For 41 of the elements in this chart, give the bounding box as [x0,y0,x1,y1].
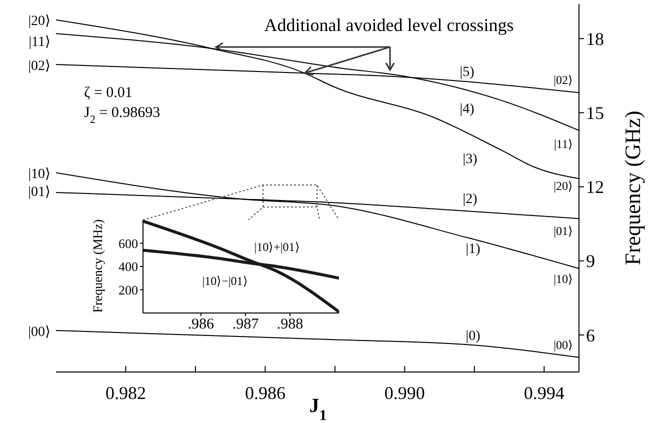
text: |20⟩ [28,14,50,29]
y-axis-title: Frequency (MHz) [90,219,105,313]
annotation: |2) [462,192,478,207]
annotation: |10⟩−|01⟩ [202,274,248,288]
annotation: Additional avoided level crossings [264,15,514,35]
y-tick-label: 200 [118,282,138,298]
annotation: |01⟩ [554,224,573,238]
y-tick-label: 18 [586,28,604,49]
y-tick-label: 600 [118,236,138,251]
text: |11⟩ [28,35,50,50]
annotation: |10⟩ [554,272,573,286]
text: |02⟩ [28,59,50,74]
y-tick-label: 15 [586,103,604,124]
x-tick-label: 0.994 [524,382,564,403]
text: |10⟩ [28,167,50,182]
y-axis-title: Frequency (GHz) [620,110,645,266]
x-tick-label: 0.982 [105,382,146,403]
text: |01⟩ [28,185,50,200]
annotation: |10⟩+|01⟩ [254,240,300,254]
x-tick-label: 0.990 [384,382,425,403]
x-tick-label: 0.986 [244,382,286,403]
y-tick-label: 6 [586,325,595,346]
annotation: |20⟩ [554,179,573,193]
x-tick-label: .987 [232,316,260,333]
x-axis-title: J$_{1}$ [309,395,327,423]
annotation: |00⟩ [554,338,573,352]
text: |00⟩ [28,325,50,340]
annotation: |4) [460,102,475,117]
x-tick-label: .986 [188,316,215,333]
y-tick-label: 400 [118,259,138,274]
y-tick-label: 12 [586,177,604,198]
x-tick-label: .988 [276,316,304,333]
annotation: J$_{2}$ = 0.98693 [84,105,160,126]
annotation: |3) [462,152,478,167]
annotation: |02⟩ [554,73,573,87]
annotation: |11⟩ [554,137,573,151]
annotation: |1) [466,242,481,257]
annotation: ζ = 0.01 [84,85,132,101]
annotation: |0) [466,329,481,344]
y-tick-label: 9 [586,251,595,272]
annotation: |5) [460,65,475,80]
